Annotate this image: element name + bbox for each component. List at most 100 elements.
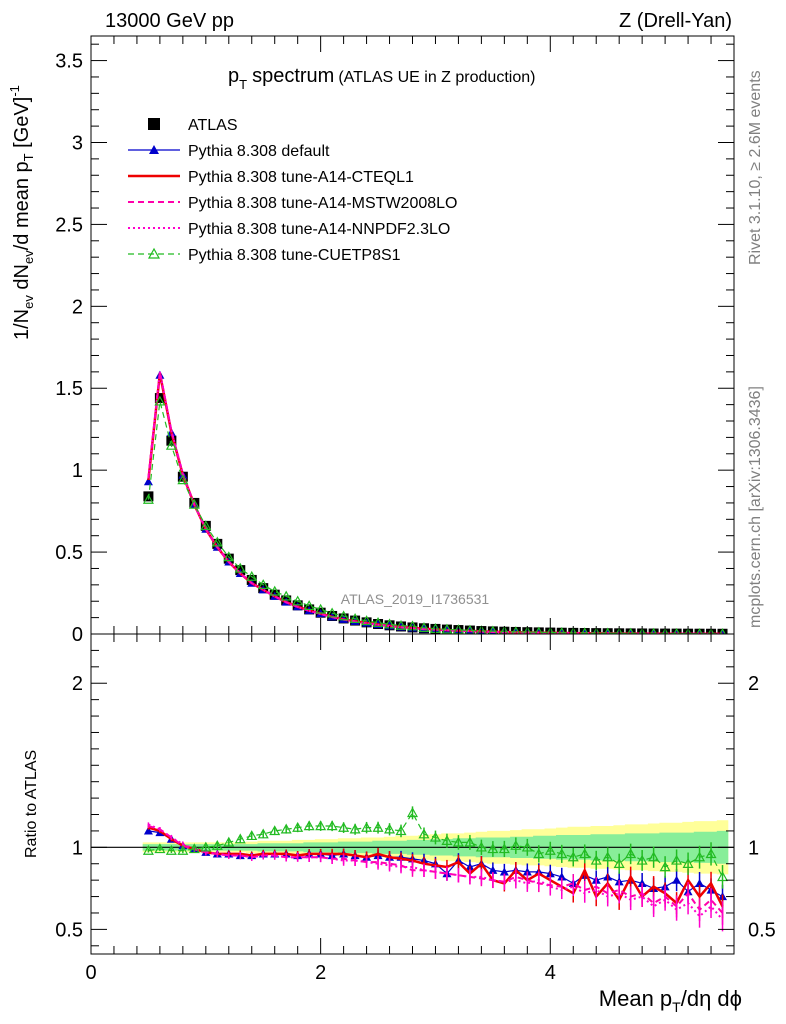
x-tick-label: 2	[315, 962, 326, 984]
main-point-5-41	[615, 627, 623, 634]
ratio-y-tick-label-left: 1	[72, 837, 83, 859]
main-point-5-13	[292, 595, 304, 606]
main-point-5-5	[200, 520, 212, 531]
ratio-point-4-14	[303, 820, 315, 831]
ratio-point-4-15	[315, 820, 327, 831]
ratio-point-4-21	[384, 823, 396, 834]
ratio-point-4-47	[682, 858, 694, 868]
ratio-point-4-4	[188, 843, 200, 854]
main-y-tick-label: 0.5	[55, 542, 83, 564]
ratio-point-4-43	[636, 854, 648, 865]
main-point-1-0	[143, 477, 153, 486]
ratio-point-4-3	[177, 844, 189, 855]
main-point-5-37	[569, 627, 578, 634]
main-y-tick-label: 3	[72, 132, 83, 154]
ratio-point-4-6	[211, 839, 223, 850]
main-point-5-43	[638, 627, 646, 634]
main-point-5-39	[592, 627, 600, 634]
legend-item-0: ATLAS	[148, 117, 238, 134]
legend-item-5: Pythia 8.308 tune-CUETP8S1	[128, 247, 401, 264]
legend-item-4: Pythia 8.308 tune-A14-NNPDF2.3LO	[128, 221, 450, 238]
rivet-version-label: Rivet 3.1.10, ≥ 2.6M events	[747, 70, 764, 265]
main-point-5-35	[546, 626, 555, 634]
ratio-series-3	[147, 822, 724, 932]
ratio-point-4-12	[280, 823, 292, 834]
ratio-y-tick-label-right: 1	[748, 837, 759, 859]
ratio-point-4-10	[257, 828, 269, 839]
main-point-5-3	[177, 474, 189, 485]
main-y-tick-label: 2.5	[55, 214, 83, 236]
main-y-tick-label: 3.5	[55, 51, 83, 73]
main-point-5-10	[257, 579, 269, 590]
legend-label-3: Pythia 8.308 tune-A14-MSTW2008LO	[188, 195, 457, 212]
main-point-5-7	[223, 551, 235, 562]
analysis-id-label: ATLAS_2019_I1736531	[341, 591, 490, 607]
main-point-5-11	[269, 585, 281, 596]
ratio-point-4-27	[452, 836, 464, 847]
ratio-point-4-33	[521, 841, 533, 852]
legend: ATLAS Pythia 8.308 default Pythia 8.308 tu…	[128, 117, 457, 264]
main-point-5-44	[650, 627, 658, 634]
main-point-5-34	[534, 626, 543, 634]
ratio-series-line-2	[148, 825, 724, 914]
ratio-point-4-26	[441, 835, 453, 845]
axis-ticks-group: 0 2 400.511.522.533.50.5 0.51 12 2	[55, 36, 776, 984]
main-y-tick-label: 2	[72, 296, 83, 318]
ratio-point-4-17	[338, 821, 350, 832]
main-point-5-0	[142, 493, 154, 504]
ratio-point-4-29	[475, 841, 487, 852]
header-right: Z (Drell-Yan)	[619, 10, 732, 32]
legend-item-1: Pythia 8.308 default	[128, 143, 330, 160]
plot-title: pT spectrum (ATLAS UE in Z production)	[228, 65, 535, 92]
ratio-point-0-36	[557, 872, 567, 881]
ratio-y-axis-label: Ratio to ATLAS	[23, 750, 40, 858]
main-point-5-49	[707, 628, 715, 634]
ratio-plot-frame	[90, 633, 735, 955]
ratio-point-4-41	[613, 858, 625, 868]
ratio-point-4-16	[326, 820, 338, 831]
ratio-point-4-38	[579, 848, 591, 859]
ratio-point-4-13	[292, 821, 304, 832]
legend-marker-1	[149, 145, 159, 154]
ratio-point-4-5	[200, 841, 212, 852]
main-series-4	[147, 371, 723, 634]
ratio-point-4-44	[648, 851, 660, 862]
main-point-5-29	[476, 625, 487, 634]
legend-label-0: ATLAS	[188, 117, 238, 134]
ratio-y-tick-label-left: 2	[72, 673, 83, 695]
ratio-point-0-0	[143, 826, 153, 835]
ratio-point-4-34	[533, 848, 545, 859]
ratio-point-4-28	[464, 836, 476, 847]
main-point-5-26	[441, 623, 453, 634]
ratio-series-group	[142, 806, 729, 932]
main-point-5-50	[719, 628, 726, 634]
main-point-5-9	[246, 570, 258, 581]
main-point-5-15	[315, 603, 327, 614]
legend-label-5: Pythia 8.308 tune-CUETP8S1	[188, 247, 401, 264]
main-point-5-31	[499, 625, 509, 634]
ratio-point-4-19	[361, 821, 373, 832]
legend-label-2: Pythia 8.308 tune-A14-CTEQL1	[188, 169, 414, 186]
ratio-point-0-46	[672, 875, 682, 884]
ratio-point-4-7	[223, 836, 235, 847]
ratio-point-4-1	[154, 843, 166, 854]
ratio-point-4-18	[349, 823, 361, 834]
legend-marker-0	[148, 118, 160, 130]
ratio-point-4-45	[659, 861, 671, 872]
main-point-5-36	[557, 626, 566, 634]
ratio-point-4-49	[705, 848, 717, 859]
ratio-y-tick-label-left: 0.5	[55, 919, 83, 941]
main-point-5-20	[372, 616, 384, 627]
x-tick-label: 4	[545, 962, 556, 984]
main-point-5-8	[234, 562, 246, 573]
main-point-5-2	[165, 439, 177, 450]
ratio-point-4-35	[544, 844, 556, 855]
main-point-5-45	[661, 627, 669, 634]
main-point-5-4	[188, 498, 200, 509]
main-point-5-30	[488, 625, 498, 634]
main-y-tick-label: 1.5	[55, 378, 83, 400]
main-point-5-24	[418, 622, 430, 632]
ratio-y-tick-label-right: 0.5	[748, 919, 776, 941]
ratio-point-4-8	[234, 833, 246, 844]
